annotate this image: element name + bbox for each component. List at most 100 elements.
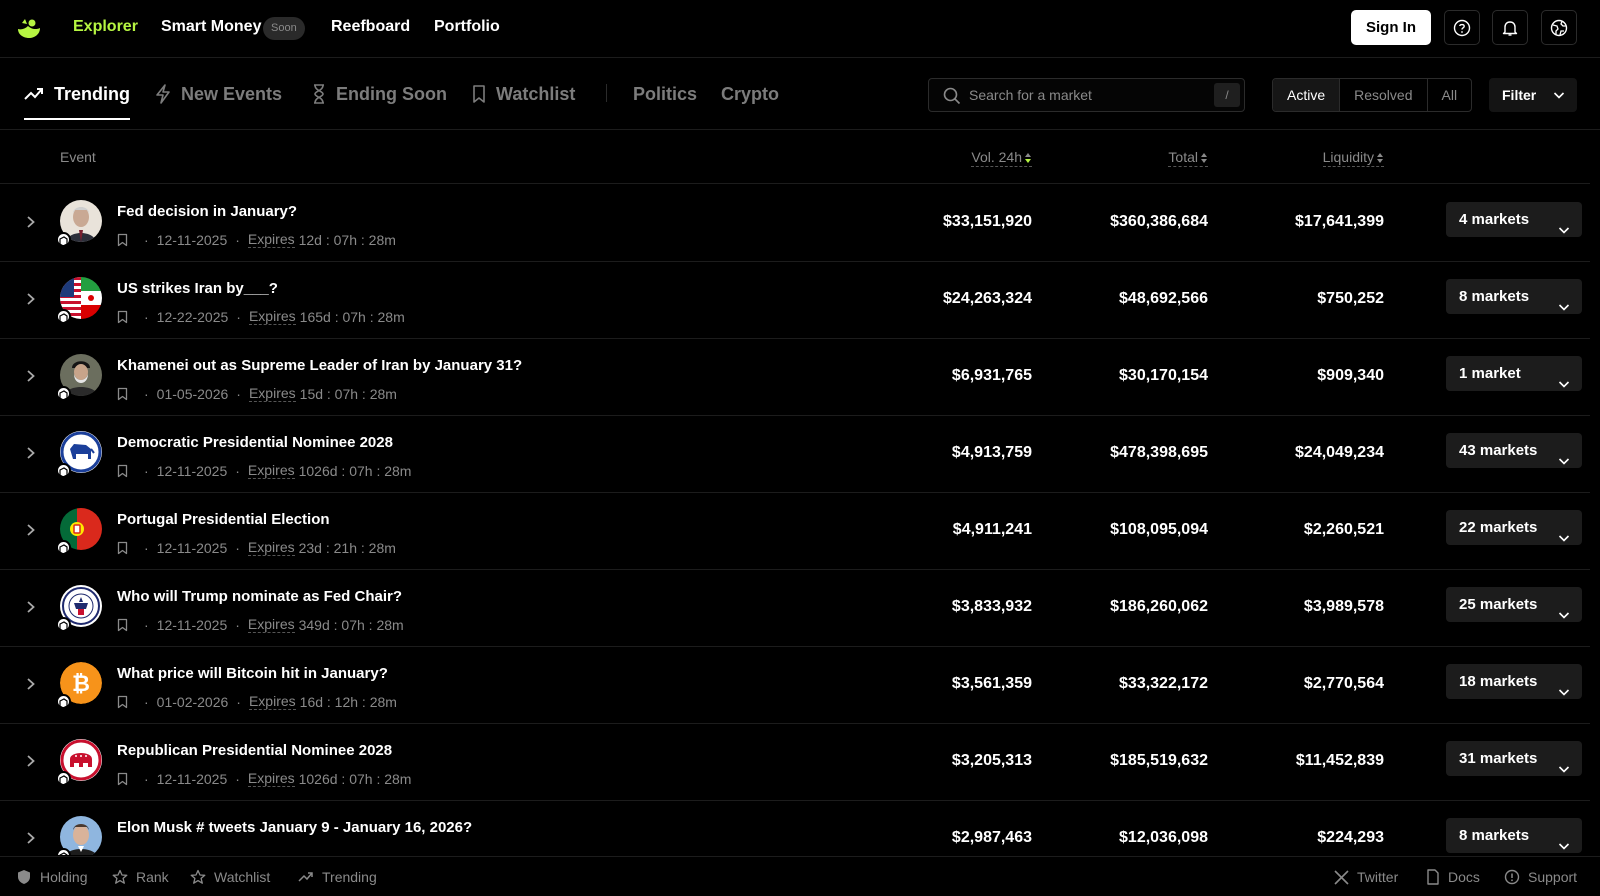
vol-24h-value: $4,913,759 xyxy=(951,444,1032,461)
source-badge-icon xyxy=(56,309,71,324)
markets-dropdown[interactable]: 18 markets xyxy=(1446,664,1582,699)
sign-in-button[interactable]: Sign In xyxy=(1351,10,1431,45)
tab-politics[interactable]: Politics xyxy=(633,58,697,130)
bookmark-icon[interactable] xyxy=(117,310,128,324)
event-title[interactable]: Fed decision in January? xyxy=(117,203,298,220)
event-title[interactable]: Elon Musk # tweets January 9 - January 1… xyxy=(117,819,473,836)
tab-trending[interactable]: Trending xyxy=(24,58,130,130)
expand-chevron-icon[interactable] xyxy=(26,215,36,234)
expand-chevron-icon[interactable] xyxy=(26,600,36,619)
expand-chevron-icon[interactable] xyxy=(26,446,36,465)
bookmark-icon[interactable] xyxy=(117,772,128,786)
markets-dropdown[interactable]: 43 markets xyxy=(1446,433,1582,468)
separator-dot: · xyxy=(144,616,149,633)
expand-chevron-icon[interactable] xyxy=(26,523,36,542)
help-button[interactable] xyxy=(1444,10,1480,45)
table-row[interactable]: Who will Trump nominate as Fed Chair? · … xyxy=(0,570,1590,647)
vol-24h-value: $4,911,241 xyxy=(952,521,1032,538)
table-row[interactable]: Republican Presidential Nominee 2028 · 1… xyxy=(0,724,1590,801)
status-resolved[interactable]: Resolved xyxy=(1340,79,1428,111)
star-icon xyxy=(190,869,206,885)
bookmark-icon[interactable] xyxy=(117,541,128,555)
bookmark-icon[interactable] xyxy=(117,618,128,632)
event-title[interactable]: Republican Presidential Nominee 2028 xyxy=(117,742,393,759)
source-badge-icon xyxy=(56,386,71,401)
markets-dropdown[interactable]: 22 markets xyxy=(1446,510,1582,545)
event-title[interactable]: Who will Trump nominate as Fed Chair? xyxy=(117,588,403,605)
col-total[interactable]: Total xyxy=(1168,149,1208,167)
col-vol24h-label: Vol. 24h xyxy=(971,149,1022,165)
event-title[interactable]: Portugal Presidential Election xyxy=(117,511,330,528)
markets-dropdown[interactable]: 4 markets xyxy=(1446,202,1582,237)
footer-holding[interactable]: Holding xyxy=(16,869,87,885)
bookmark-icon[interactable] xyxy=(117,233,128,247)
separator-dot: · xyxy=(236,385,241,402)
document-icon xyxy=(1426,869,1440,885)
status-all[interactable]: All xyxy=(1441,87,1458,103)
footer-twitter[interactable]: Twitter xyxy=(1334,869,1398,885)
bookmark-icon[interactable] xyxy=(117,464,128,478)
nav-portfolio[interactable]: Portfolio xyxy=(434,18,500,35)
bookmark-icon[interactable] xyxy=(117,695,128,709)
footer-trending[interactable]: Trending xyxy=(298,869,377,885)
table-row[interactable]: ₿ What price will Bitcoin hit in January… xyxy=(0,647,1590,724)
expand-chevron-icon[interactable] xyxy=(26,831,36,850)
expires-label: Expires xyxy=(248,385,296,402)
tab-watchlist[interactable]: Watchlist xyxy=(472,58,575,130)
footer-rank[interactable]: Rank xyxy=(112,869,169,885)
nav-smart-money[interactable]: Smart Money xyxy=(161,18,262,35)
col-liquidity[interactable]: Liquidity xyxy=(1322,149,1384,167)
event-title[interactable]: Khamenei out as Supreme Leader of Iran b… xyxy=(117,357,523,374)
table-row[interactable]: Fed decision in January? · 12-11-2025 · … xyxy=(0,185,1590,262)
notifications-button[interactable] xyxy=(1492,10,1528,45)
event-date: 12-11-2025 xyxy=(156,462,228,479)
markets-dropdown[interactable]: 31 markets xyxy=(1446,741,1582,776)
tab-ending-soon[interactable]: Ending Soon xyxy=(312,58,447,130)
tab-divider xyxy=(606,84,607,102)
event-meta: · 12-22-2025 · Expires 165d : 07h : 28m xyxy=(117,308,405,325)
event-title[interactable]: Democratic Presidential Nominee 2028 xyxy=(117,434,393,451)
footer-trending-label: Trending xyxy=(322,869,377,885)
expand-chevron-icon[interactable] xyxy=(26,292,36,311)
language-button[interactable] xyxy=(1541,10,1577,45)
tab-crypto[interactable]: Crypto xyxy=(721,58,779,130)
col-vol24h[interactable]: Vol. 24h xyxy=(971,149,1032,167)
nav-reefboard[interactable]: Reefboard xyxy=(331,18,411,35)
search-box[interactable]: / xyxy=(928,78,1245,112)
markets-dropdown[interactable]: 8 markets xyxy=(1446,818,1582,853)
markets-dropdown[interactable]: 25 markets xyxy=(1446,587,1582,622)
col-liquidity-label: Liquidity xyxy=(1322,149,1374,165)
help-icon xyxy=(1453,19,1471,36)
bookmark-icon[interactable] xyxy=(117,387,128,401)
chevron-down-icon xyxy=(1558,522,1570,557)
sort-icon xyxy=(1201,153,1207,164)
table-row[interactable]: Khamenei out as Supreme Leader of Iran b… xyxy=(0,339,1590,416)
top-navigation: Explorer Smart Money Soon Reefboard Port… xyxy=(0,0,1600,58)
expand-chevron-icon[interactable] xyxy=(26,754,36,773)
filter-label: Filter xyxy=(1502,87,1537,103)
status-active[interactable]: Active xyxy=(1273,79,1341,111)
table-row[interactable]: Portugal Presidential Election · 12-11-2… xyxy=(0,493,1590,570)
footer-docs[interactable]: Docs xyxy=(1426,869,1480,885)
tab-new-events[interactable]: New Events xyxy=(155,58,282,130)
markets-dropdown[interactable]: 1 market xyxy=(1446,356,1582,391)
table-row[interactable]: Democratic Presidential Nominee 2028 · 1… xyxy=(0,416,1590,493)
footer-support[interactable]: Support xyxy=(1504,869,1577,885)
separator-dot: · xyxy=(144,231,149,248)
x-twitter-icon xyxy=(1334,869,1349,885)
table-row[interactable]: Elon Musk # tweets January 9 - January 1… xyxy=(0,801,1590,855)
expand-chevron-icon[interactable] xyxy=(26,677,36,696)
svg-text:₿: ₿ xyxy=(72,671,90,696)
nav-explorer[interactable]: Explorer xyxy=(73,18,138,35)
event-title[interactable]: What price will Bitcoin hit in January? xyxy=(117,665,388,682)
expand-chevron-icon[interactable] xyxy=(26,369,36,388)
chevron-down-icon xyxy=(1558,368,1570,403)
logo-icon[interactable] xyxy=(16,17,42,39)
markets-count: 18 markets xyxy=(1459,673,1538,690)
event-title[interactable]: US strikes Iran by___? xyxy=(117,280,278,297)
search-input[interactable] xyxy=(969,79,1209,111)
filter-button[interactable]: Filter xyxy=(1489,78,1577,112)
table-row[interactable]: US strikes Iran by___? · 12-22-2025 · Ex… xyxy=(0,262,1590,339)
markets-dropdown[interactable]: 8 markets xyxy=(1446,279,1582,314)
footer-watchlist[interactable]: Watchlist xyxy=(190,869,270,885)
